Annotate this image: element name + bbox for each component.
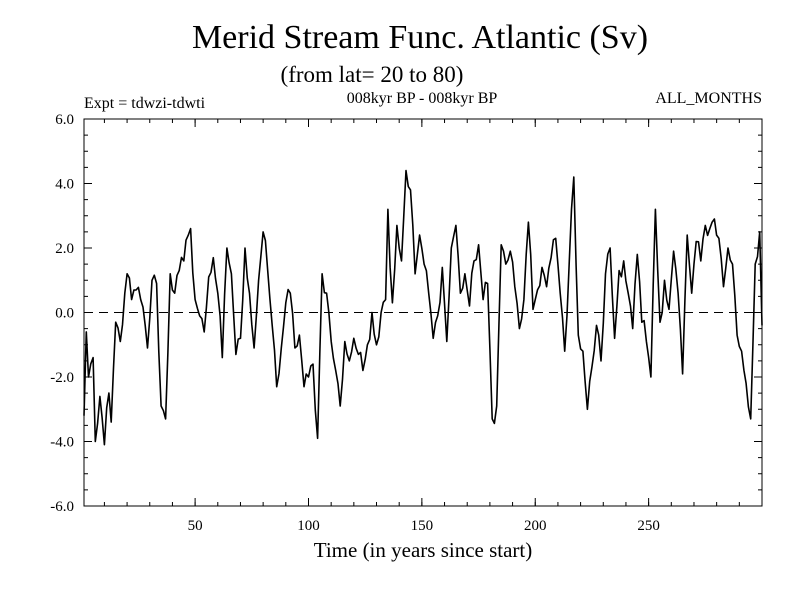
experiment-label: Expt = tdwzi-tdwti: [84, 95, 206, 112]
chart-title: Merid Stream Func. Atlantic (Sv): [192, 19, 648, 56]
y-tick-label: 2.0: [55, 241, 74, 257]
y-tick-label: 0.0: [55, 306, 74, 322]
x-tick-label: 200: [524, 518, 547, 534]
x-tick-label: 100: [297, 518, 320, 534]
y-tick-label: -6.0: [50, 499, 74, 515]
y-tick-label: 6.0: [55, 112, 74, 128]
series-line: [83, 169, 763, 446]
x-tick-label: 150: [411, 518, 434, 534]
y-tick-label: -2.0: [50, 370, 74, 386]
x-tick-label: 50: [188, 518, 203, 534]
x-tick-label: 250: [637, 518, 660, 534]
y-tick-label: 4.0: [55, 177, 74, 193]
period-label: 008kyr BP - 008kyr BP: [347, 90, 498, 107]
months-label: ALL_MONTHS: [655, 90, 762, 107]
x-axis-label: Time (in years since start): [314, 538, 533, 562]
x-axis: 50 100 150 200 250: [188, 119, 660, 534]
y-axis: -6.0 -4.0 -2.0 0.0 2.0 4.0 6.0: [50, 112, 762, 515]
y-tick-label: -4.0: [50, 435, 74, 451]
chart-subtitle: (from lat= 20 to 80): [281, 62, 464, 87]
